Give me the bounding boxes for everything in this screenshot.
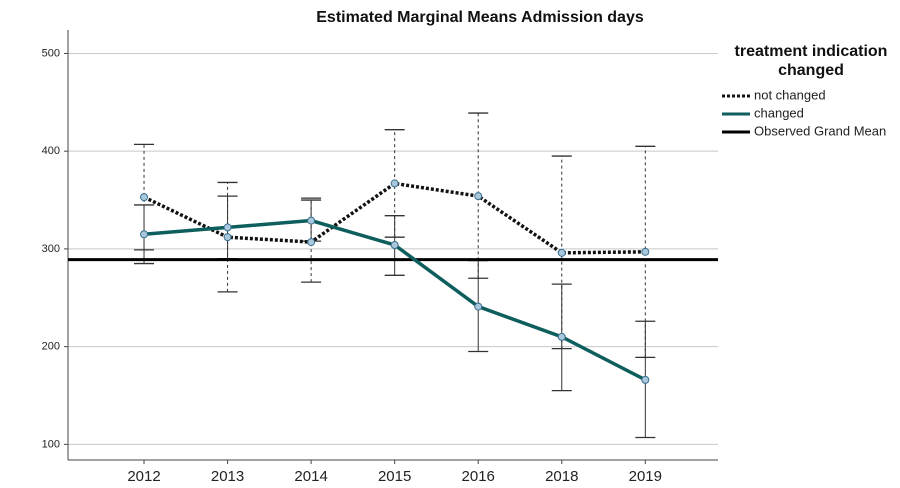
x-tick-label: 2015 [378, 468, 411, 485]
y-tick-label: 100 [42, 438, 60, 450]
point [641, 247, 650, 256]
legend-label: not changed [754, 87, 826, 102]
y-tick-label: 400 [42, 145, 60, 157]
point [557, 332, 566, 341]
legend-title: treatment indication changed [734, 43, 888, 79]
x-tick-label: 2019 [629, 468, 662, 485]
y-tick-label: 300 [42, 243, 60, 255]
y-tick-label: 200 [42, 341, 60, 353]
point [223, 223, 232, 232]
x-tick-label: 2014 [294, 468, 327, 485]
legend-label: changed [754, 105, 804, 120]
x-tick-label: 2018 [545, 468, 578, 485]
legend-label: Observed Grand Mean [754, 123, 886, 138]
point [223, 233, 232, 242]
point [474, 302, 483, 311]
x-tick-label: 2016 [462, 468, 495, 485]
point [641, 375, 650, 384]
point [474, 192, 483, 201]
point [557, 248, 566, 257]
point [390, 179, 399, 188]
y-tick-label: 500 [42, 47, 60, 59]
point [307, 238, 316, 247]
point [307, 216, 316, 225]
point [390, 241, 399, 249]
x-tick-label: 2012 [127, 468, 160, 485]
chart-title: Estimated Marginal Means Admission days [316, 9, 644, 26]
point [140, 230, 149, 239]
x-tick-label: 2013 [211, 468, 244, 485]
point [140, 193, 149, 202]
